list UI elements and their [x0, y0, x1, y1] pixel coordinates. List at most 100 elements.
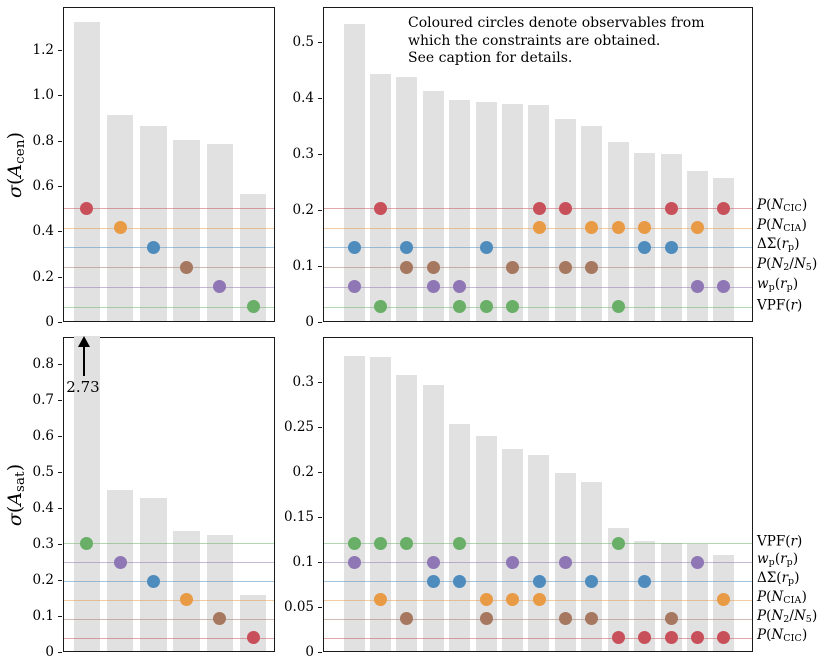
- label-segment: ): [801, 196, 808, 213]
- bar: [686, 543, 708, 651]
- observable-dot-purple: [426, 555, 440, 569]
- observable-dot-brown: [664, 612, 678, 626]
- y-tick-mark: [58, 95, 62, 97]
- label-segment: 2: [783, 262, 790, 274]
- observable-dot-purple: [426, 280, 440, 294]
- y-tick-label: 0.5: [292, 33, 314, 50]
- y-tick-label: 0.15: [283, 509, 314, 525]
- observable-dot-red: [717, 201, 731, 215]
- bar: [607, 527, 629, 651]
- y-tick-label: 0.1: [292, 554, 314, 570]
- observable-dot-green: [400, 536, 414, 550]
- constraint-line-brown: [324, 618, 752, 620]
- y-tick-label: 0: [305, 314, 314, 330]
- observable-dot-blue: [664, 240, 678, 254]
- observable-dot-red: [691, 631, 704, 645]
- label-segment: 5: [805, 613, 812, 625]
- observable-dot-orange: [691, 221, 704, 235]
- label-segment: (: [766, 626, 772, 643]
- observable-dot-red: [374, 201, 387, 215]
- label-segment: w: [757, 550, 769, 567]
- y-tick-mark: [58, 616, 62, 617]
- observable-dot-green: [453, 300, 467, 314]
- label-segment: p: [786, 557, 793, 569]
- y-tick-mark: [318, 153, 322, 155]
- constraint-line-red: [324, 637, 752, 639]
- label-segment: ): [796, 297, 803, 314]
- bar: [422, 384, 444, 651]
- y-tick-mark: [58, 652, 62, 653]
- observable-dot-red: [532, 201, 546, 215]
- label-segment: r: [780, 275, 787, 292]
- observable-dot-brown: [426, 260, 440, 274]
- label-segment: p: [788, 576, 795, 588]
- bar: [502, 103, 524, 321]
- observable-dot-red: [664, 631, 678, 645]
- label-segment: cen: [13, 138, 29, 164]
- y-tick-mark: [318, 427, 322, 428]
- label-segment: ): [3, 131, 26, 139]
- bar: [73, 21, 101, 321]
- constraint-line-purple: [324, 562, 752, 564]
- y-tick-mark: [318, 266, 322, 267]
- label-segment: w: [757, 275, 769, 292]
- y-tick-mark: [318, 322, 322, 323]
- y-tick-mark: [58, 400, 62, 401]
- label-segment: /: [789, 255, 794, 272]
- bar: [686, 170, 708, 321]
- bar: [581, 481, 603, 651]
- constraint-line-purple: [64, 562, 274, 564]
- bar: [239, 194, 267, 321]
- constraint-line-brown: [64, 618, 274, 620]
- y-tick-mark: [318, 382, 322, 383]
- panel-sigma-asat-singles: [63, 336, 275, 652]
- label-segment: r: [781, 236, 789, 253]
- bar: [660, 543, 682, 651]
- observable-dot-orange: [532, 593, 546, 607]
- y-tick-mark: [58, 186, 62, 187]
- observable-dot-green: [347, 536, 361, 550]
- label-segment: CIC: [783, 632, 802, 644]
- label-segment: r: [781, 569, 789, 586]
- observable-dot-blue: [146, 574, 160, 588]
- observable-dot-brown: [585, 612, 599, 626]
- observable-label-brown: P(N2/N5): [757, 607, 817, 627]
- label-segment: VPF(: [757, 533, 791, 550]
- annotation-line-2: which the constraints are obtained.: [408, 32, 661, 49]
- label-segment: (: [766, 607, 772, 624]
- observable-dot-blue: [347, 240, 361, 254]
- y-tick-label: 0.2: [32, 572, 54, 588]
- observable-dot-purple: [453, 280, 467, 294]
- label-segment: ): [796, 533, 803, 550]
- observable-dot-brown: [585, 260, 599, 274]
- bar: [396, 374, 418, 651]
- clipped-bar-arrow-shaft: [83, 346, 85, 376]
- y-tick-label: 0.5: [32, 464, 54, 480]
- y-tick-mark: [58, 472, 62, 473]
- label-segment: N: [793, 607, 806, 624]
- observable-dot-brown: [400, 612, 414, 626]
- y-tick-mark: [318, 97, 322, 99]
- label-segment: P: [757, 255, 767, 272]
- observable-label-orange: P(NCIA): [757, 589, 807, 608]
- bar: [449, 99, 471, 321]
- constraint-line-blue: [64, 581, 274, 582]
- bar: [73, 336, 101, 651]
- constraint-line-blue: [64, 247, 274, 249]
- observable-dot-blue: [532, 574, 546, 588]
- observable-dot-purple: [717, 280, 731, 294]
- observable-dot-green: [453, 536, 467, 550]
- observable-dot-green: [479, 300, 493, 314]
- y-tick-label: 0.8: [32, 132, 54, 149]
- y-tick-label: 0.3: [292, 145, 314, 162]
- observable-label-red: P(NCIC): [757, 196, 808, 216]
- constraint-line-green: [64, 306, 274, 308]
- y-tick-label: 0.1: [32, 608, 54, 624]
- label-segment: (: [3, 177, 26, 185]
- y-tick-mark: [58, 580, 62, 581]
- y-tick-mark: [318, 652, 322, 653]
- observable-dot-blue: [479, 240, 493, 254]
- observable-label-blue: ΔΣ(rp): [757, 237, 800, 255]
- label-segment: r: [790, 297, 797, 314]
- y-tick-label: 0: [45, 314, 54, 330]
